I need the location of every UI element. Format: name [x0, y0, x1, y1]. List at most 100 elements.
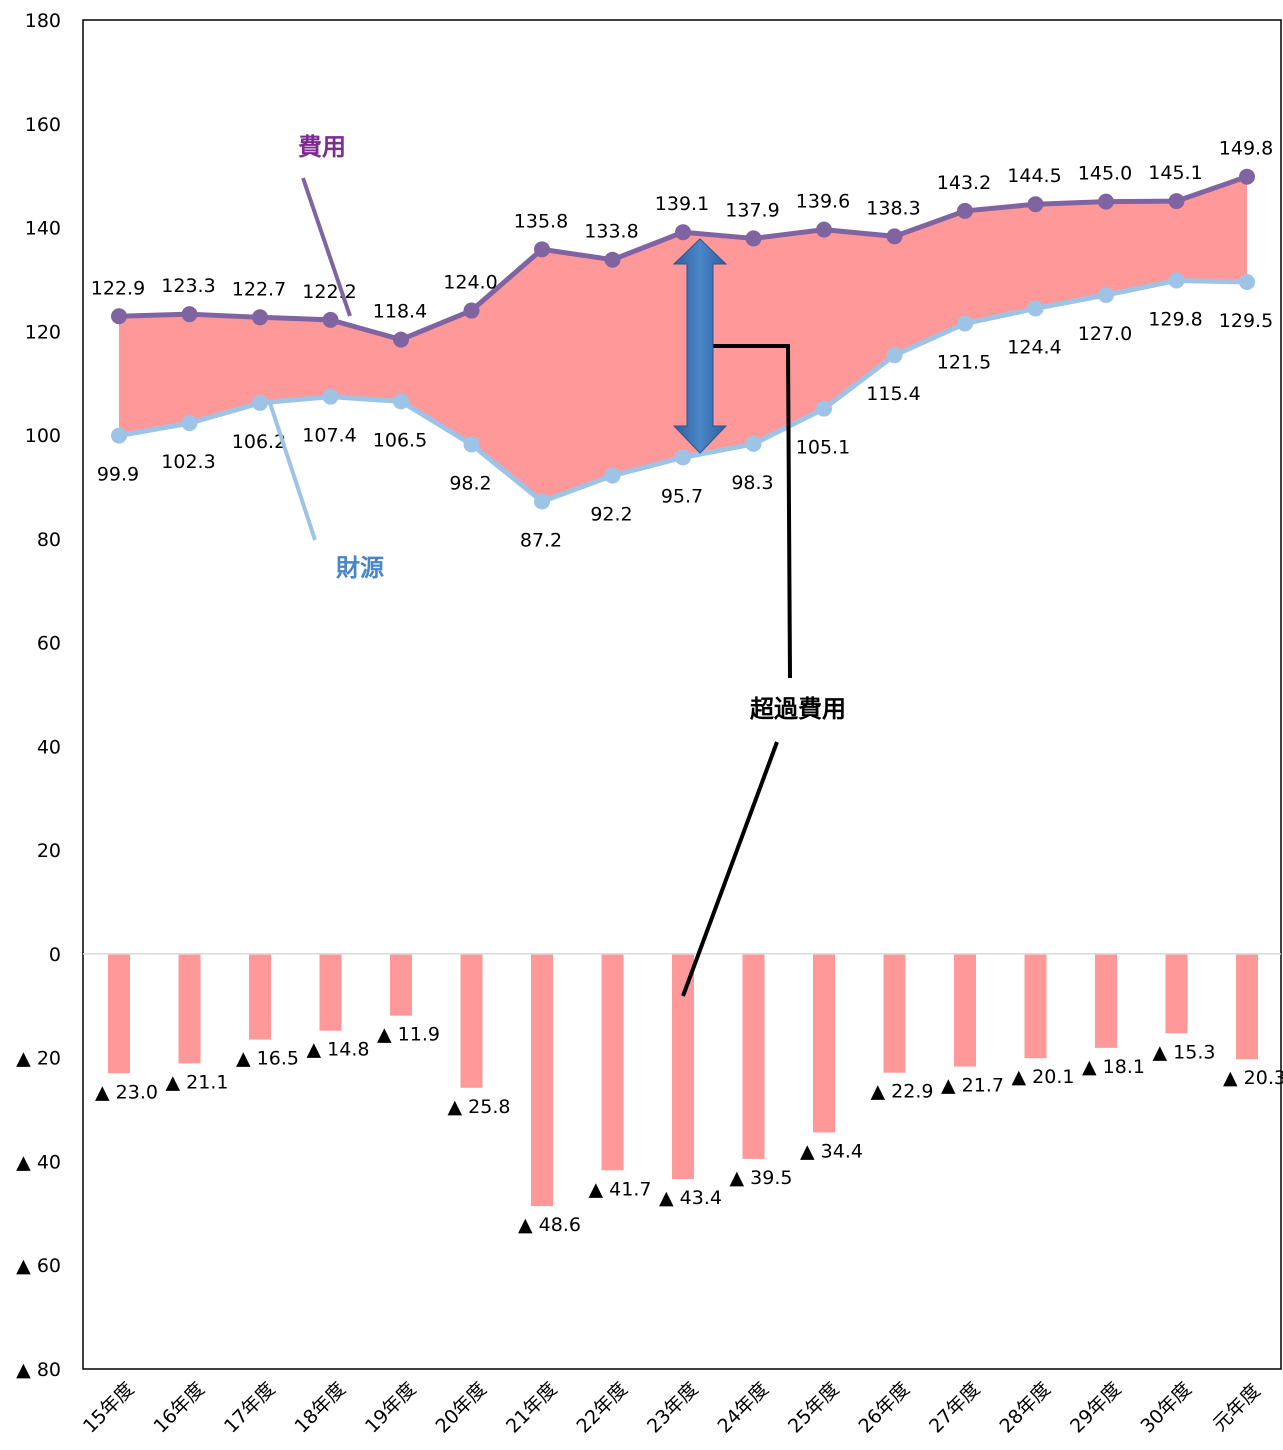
cost-point [111, 308, 127, 325]
funding-data-label: 129.5 [1219, 310, 1273, 332]
excess-bar [390, 953, 412, 1016]
excess-bar [883, 953, 906, 1073]
excess-bar [1165, 953, 1188, 1034]
x-tick-label: 18年度 [290, 1378, 350, 1438]
bar-data-label: ▲ 22.9 [871, 1081, 934, 1103]
bar-data-label: ▲ 41.7 [589, 1178, 652, 1200]
funding-point [252, 394, 268, 411]
funding-data-label: 92.2 [590, 504, 632, 526]
x-tick-label: 22年度 [572, 1378, 632, 1438]
x-tick-label: 元年度 [1209, 1380, 1265, 1436]
cost-data-label: 122.2 [302, 281, 356, 303]
funding-point [1098, 286, 1114, 303]
cost-data-label: 135.8 [514, 210, 568, 232]
funding-data-label: 129.8 [1148, 308, 1202, 330]
cost-data-label: 137.9 [725, 199, 779, 221]
funding-data-label: 127.0 [1078, 323, 1132, 345]
excess-bar [319, 953, 342, 1031]
funding-point [181, 415, 198, 432]
y-tick-label: 140 [25, 218, 61, 240]
x-tick-label: 15年度 [79, 1378, 139, 1438]
cost-point [745, 230, 762, 247]
funding-point [1239, 274, 1255, 291]
bar-data-label: ▲ 20.3 [1223, 1067, 1283, 1089]
bar-data-label: ▲ 25.8 [448, 1096, 511, 1118]
cost-point [322, 311, 339, 328]
x-tick-label: 29年度 [1066, 1378, 1126, 1438]
bar-data-label: ▲ 48.6 [518, 1214, 581, 1236]
excess-bar [1095, 953, 1117, 1048]
funding-annotation: 財源 [336, 554, 384, 582]
cost-point [534, 241, 550, 258]
funding-point [886, 347, 903, 364]
funding-data-label: 105.1 [796, 437, 850, 459]
funding-point [463, 436, 480, 453]
cost-data-label: 138.3 [866, 197, 920, 219]
excess-cost-area [119, 176, 1247, 502]
funding-data-label: 98.2 [449, 472, 491, 494]
funding-point [745, 435, 762, 452]
funding-data-label: 87.2 [520, 529, 562, 551]
cost-data-label: 143.2 [937, 172, 991, 194]
x-tick-label: 23年度 [643, 1378, 703, 1438]
funding-data-label: 121.5 [937, 352, 991, 374]
x-tick-label: 28年度 [995, 1378, 1055, 1438]
funding-point [816, 400, 832, 417]
y-tick-label: 40 [37, 736, 61, 758]
funding-data-label: 95.7 [661, 485, 703, 507]
cost-data-label: 133.8 [584, 221, 638, 243]
funding-data-label: 99.9 [97, 464, 139, 486]
y-tick-label: ▲ 40 [16, 1151, 61, 1173]
bar-data-label: ▲ 14.8 [307, 1039, 370, 1061]
funding-data-label: 115.4 [866, 383, 920, 405]
cost-data-label: 145.1 [1148, 162, 1202, 184]
y-tick-label: 0 [49, 944, 61, 966]
cost-point [252, 309, 268, 326]
funding-point [534, 493, 550, 510]
funding-point [1027, 300, 1044, 317]
cost-data-label: 123.3 [161, 275, 215, 297]
x-tick-label: 24年度 [713, 1378, 773, 1438]
x-tick-label: 30年度 [1136, 1378, 1196, 1438]
bar-data-label: ▲ 21.1 [166, 1071, 229, 1093]
funding-point [957, 315, 973, 332]
excess-leader-line-upper [712, 344, 792, 679]
funding-point [322, 388, 339, 405]
cost-point [675, 224, 691, 241]
funding-point [111, 427, 127, 444]
excess-double-arrow [672, 238, 728, 454]
funding-data-label: 98.3 [731, 472, 773, 494]
excess-bar [249, 953, 271, 1040]
cost-point [1168, 193, 1185, 210]
cost-point [1098, 193, 1114, 210]
y-tick-label: ▲ 20 [16, 1048, 61, 1070]
excess-bar [108, 953, 130, 1074]
excess-bar [813, 953, 835, 1133]
funding-point [675, 449, 691, 466]
y-tick-label: 80 [37, 529, 61, 551]
y-tick-label: 160 [25, 114, 61, 136]
x-tick-label: 19年度 [361, 1378, 421, 1438]
bar-data-label: ▲ 18.1 [1082, 1056, 1145, 1078]
y-tick-label: 120 [25, 321, 61, 343]
y-tick-label: 20 [37, 840, 61, 862]
cost-point [463, 302, 480, 319]
excess-cost-annotation: 超過費用 [750, 695, 846, 723]
funding-point [393, 393, 409, 410]
x-tick-label: 17年度 [220, 1378, 280, 1438]
x-tick-label: 21年度 [502, 1378, 562, 1438]
cost-point [181, 306, 198, 323]
cost-point [886, 228, 903, 245]
cost-data-label: 139.1 [655, 193, 709, 215]
cost-point [816, 221, 832, 238]
bar-data-label: ▲ 43.4 [659, 1187, 722, 1209]
cost-data-label: 144.5 [1007, 165, 1061, 187]
cost-point [1027, 196, 1044, 213]
y-tick-label: 180 [25, 10, 61, 32]
x-tick-label: 26年度 [854, 1378, 914, 1438]
cost-point [957, 202, 973, 219]
excess-bar [460, 953, 483, 1088]
cost-point [393, 331, 409, 348]
cost-annotation: 費用 [298, 133, 346, 161]
